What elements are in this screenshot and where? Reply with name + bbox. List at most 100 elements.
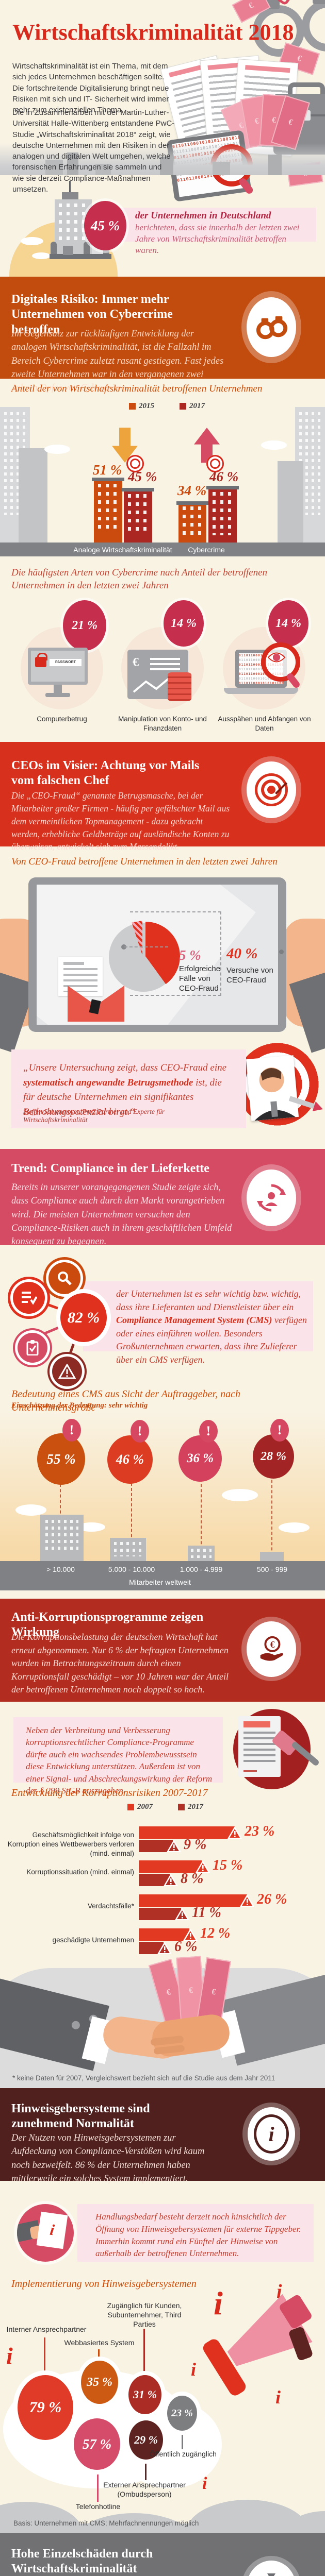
eye-glyph <box>267 652 286 663</box>
cms82-text: der Unternehmen ist es sehr wichtig bzw.… <box>116 1287 308 1366</box>
clipboard-node-icon <box>18 1333 47 1363</box>
balloon-badge-icon: ! <box>199 1420 218 1443</box>
chart1-category: Cybercrime <box>188 546 225 554</box>
korr-row: Korruptionssituation (mind. einmal) 15 %… <box>0 1857 325 1890</box>
binary-text: 0110110001010101100101010010101101 <box>239 654 283 657</box>
law-document-icon <box>238 1716 281 1777</box>
i-decor: i <box>214 2284 223 2323</box>
bubble-line <box>145 2453 147 2480</box>
hinweis-body: Der Nutzen von Hinweisgebersystemen zur … <box>11 2133 205 2184</box>
header-section: € € € € € € € 01101100010101011001010100… <box>0 0 325 202</box>
hinweis-note-text: Handlungsbedarf besteht derzeit noch hin… <box>95 2212 301 2259</box>
cms82-circle: 82 % <box>60 1293 107 1342</box>
cms82-post: verfügen oder eines einführen wollen. Be… <box>116 1315 307 1365</box>
hands-clasp <box>101 2012 232 2066</box>
cybercrime-types-section: Die häufigsten Arten von Cybercrime nach… <box>0 556 325 742</box>
cyber-title: Die häufigsten Arten von Cybercrime nach… <box>11 567 268 591</box>
exclamation-glyph: ! <box>277 1422 282 1437</box>
balloon-category: 1.000 - 4.999 <box>180 1565 223 1573</box>
balloon-badge-icon: ! <box>62 1419 81 1442</box>
bubble-label: Webbasiertes System <box>64 2338 135 2347</box>
monitor-icon: PASSWORT <box>28 648 88 704</box>
cyber-item-ausspaehen: 14 % 0110110001010101100101010010101101 … <box>217 600 312 732</box>
korr-value-2017: 11 % <box>192 1905 221 1921</box>
portrait-card <box>246 1055 299 1121</box>
warning-triangle-icon <box>196 1860 210 1873</box>
balloons-title: Bedeutung eines CMS aus Sicht der Auftra… <box>11 1388 241 1413</box>
cyber-label: Ausspähen und Abfangen von Daten <box>218 715 311 732</box>
korr-bar-2007 <box>139 1860 202 1873</box>
exclamation-glyph: ! <box>206 1423 211 1438</box>
binary-text: 0110110001010101100101010010101101 <box>239 677 283 681</box>
city-building <box>260 1552 284 1561</box>
impl-title: Implementierung von Hinweisgebersystemen <box>11 2278 197 2290</box>
balloon-category: 5.000 - 10.000 <box>108 1565 155 1573</box>
quote-section: „Unsere Untersuchung zeigt, dass CEO-Fra… <box>0 1039 325 1149</box>
background-building <box>19 448 47 543</box>
quote-box <box>11 1049 246 1128</box>
bubble-line <box>97 2462 99 2502</box>
intro-paragraph-1: Wirtschaftskriminalität ist ein Thema, m… <box>12 62 169 115</box>
bubble-value: 79 % <box>29 2399 62 2416</box>
bubble-line <box>44 2337 45 2378</box>
balloon-value: 36 % <box>186 1451 214 1465</box>
handshake-section: € € € * keine Daten für 2007, Vergleichs… <box>0 1953 325 2088</box>
ceo-fraud-band: CEOs im Visier: Achtung vor Mails vom fa… <box>0 742 325 852</box>
korr-bar-2017 <box>139 1874 170 1886</box>
warning-triangle-icon <box>175 1908 189 1920</box>
pie-label-40: Versuche von CEO-Fraud <box>226 966 273 985</box>
euro-glyph: € <box>247 1 255 11</box>
balloon-36: 36 % <box>178 1435 222 1482</box>
handcuffs-icon <box>253 0 325 57</box>
korr-row-label: Verdachtsfälle* <box>87 1902 134 1910</box>
legend-label-2007: 2007 <box>137 1803 153 1811</box>
korr-row-label: Korruptionssituation (mind. einmal) <box>26 1868 134 1876</box>
warning-node-icon <box>52 1357 82 1386</box>
i-letter: i <box>268 2122 274 2146</box>
legend-label-2017: 2017 <box>189 402 205 410</box>
warning-triangle-icon <box>228 1826 242 1839</box>
quote-text: „Unsere Untersuchung zeigt, dass CEO-Fra… <box>23 1061 230 1120</box>
ceofraud-title: Von CEO-Fraud betroffene Unternehmen in … <box>11 856 278 867</box>
balloon-category: > 10.000 <box>46 1565 75 1573</box>
pie-value-5: 5 % <box>179 947 201 963</box>
balloons-chart: 55 % ! 46 % ! 36 % ! 28 % ! > 10.000 5.0… <box>0 1412 325 1590</box>
i-letter: i <box>48 2221 56 2239</box>
bubble-label: Öffentlich zugänglich <box>150 2450 217 2458</box>
balloon-value: 46 % <box>116 1452 144 1467</box>
cyber-value-badge: 14 % <box>164 600 204 647</box>
info-badge-icon: i <box>248 2107 295 2161</box>
cyber-value-badge: 14 % <box>268 600 308 647</box>
impl-basis: Basis: Unternehmen mit CMS; Mehrfachnenn… <box>13 2519 199 2527</box>
gray-clouds <box>0 2493 325 2533</box>
balloons-axis-label: Mitarbeiter weltweit <box>129 1578 191 1586</box>
chart1-value: 45 % <box>128 469 157 484</box>
handcuffs-badge-icon <box>247 297 296 357</box>
i-letter: i <box>191 2359 197 2380</box>
balloon-value: 28 % <box>261 1449 286 1463</box>
bar-cyber-2015 <box>176 501 208 543</box>
chart1-category: Analoge Wirtschaftskriminalität <box>73 546 172 554</box>
warning-triangle-icon <box>157 1942 172 1954</box>
bubble-label: Interner Ansprechpartner <box>6 2325 87 2333</box>
dartboard-mini-icon <box>206 455 224 472</box>
balloons-axis-band: > 10.000 5.000 - 10.000 1.000 - 4.999 50… <box>0 1561 325 1590</box>
page-title: Wirtschaftskriminalität 2018 <box>12 20 294 45</box>
ceo-body: Die „CEO-Fraud“ genannte Betrugsmasche, … <box>11 790 230 852</box>
pie-label-5: Erfolgreiche Fälle von CEO-Fraud <box>179 964 221 993</box>
korr-bar-2007 <box>139 1894 247 1907</box>
digital-risk-heading: Digitales Risiko: Immer mehr Unternehmen… <box>11 293 173 336</box>
bubble-value: 31 % <box>133 2388 157 2401</box>
magnifier-eye-icon <box>261 642 306 694</box>
cyber-value: 14 % <box>275 616 301 630</box>
digital-risk-body: Im Gegensatz zur rückläufigen Entwicklun… <box>11 329 224 394</box>
balloon-46: 46 % <box>107 1435 153 1484</box>
chart1-title: Anteil der von Wirtschaftskriminalität b… <box>11 383 263 394</box>
korr-value-2007: 15 % <box>213 1857 243 1873</box>
coin-stack-icon <box>168 672 191 701</box>
bubble-31: 31 % <box>128 2375 161 2414</box>
stat-45-section: 45 % der Unternehmen in Deutschland beri… <box>0 175 325 278</box>
korr-row: Geschäftsmöglichkeit infolge von Korrupt… <box>0 1823 325 1857</box>
supplychain-badge-icon <box>247 1170 296 1226</box>
svg-text:€: € <box>270 1639 275 1650</box>
